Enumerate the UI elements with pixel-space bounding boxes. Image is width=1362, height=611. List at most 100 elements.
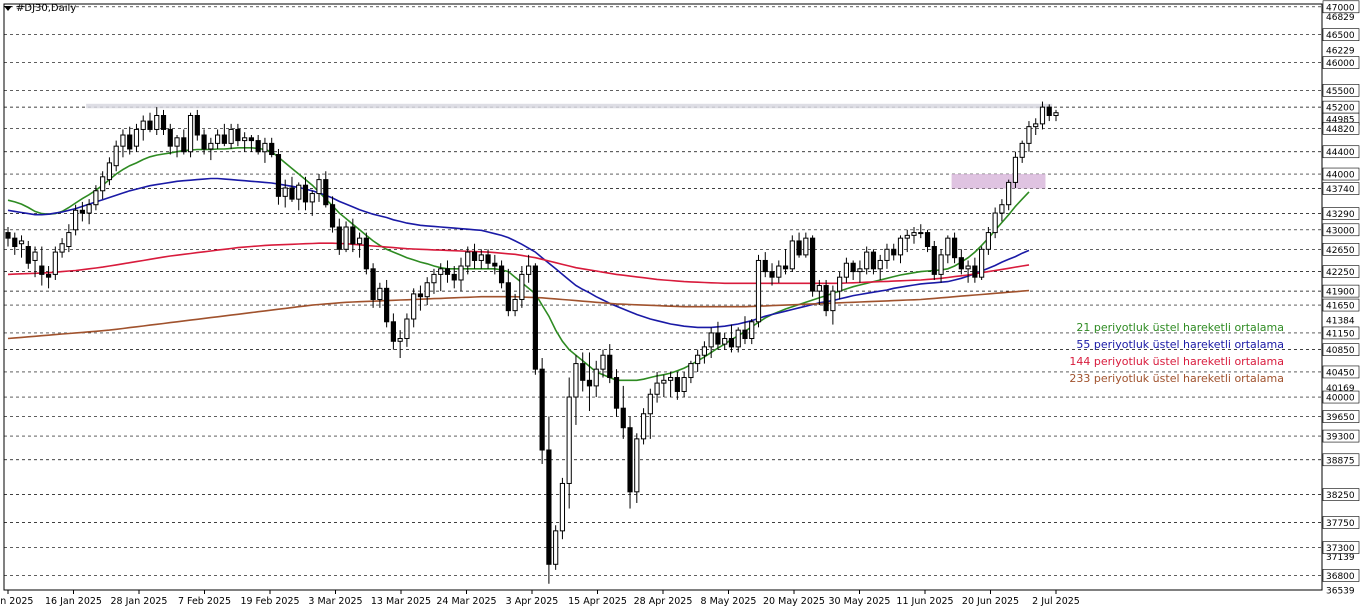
candle-bear[interactable] — [1046, 106, 1052, 117]
candle-bull[interactable] — [154, 115, 160, 130]
candle-bear[interactable] — [620, 407, 626, 429]
candle-bull[interactable] — [174, 137, 180, 147]
candle-bull[interactable] — [681, 377, 687, 392]
candle-bull[interactable] — [316, 179, 322, 195]
candle-bull[interactable] — [282, 187, 288, 197]
candle-bull[interactable] — [600, 354, 606, 370]
candle-bear[interactable] — [167, 128, 173, 147]
candle-bear[interactable] — [924, 232, 931, 248]
candle-bear[interactable] — [127, 134, 133, 150]
candle-bull[interactable] — [938, 254, 944, 275]
candle-bull[interactable] — [1019, 142, 1025, 158]
candle-bear[interactable] — [25, 246, 31, 264]
candle-bear[interactable] — [485, 254, 491, 264]
candle-bull[interactable] — [59, 243, 65, 253]
candle-bear[interactable] — [235, 128, 241, 142]
candle-bull[interactable] — [776, 265, 782, 278]
candle-bull[interactable] — [884, 248, 890, 261]
candle-bull[interactable] — [120, 134, 126, 147]
candle-bull[interactable] — [208, 142, 214, 150]
candle-bear[interactable] — [160, 115, 167, 130]
candle-bear[interactable] — [586, 379, 593, 387]
candle-bear[interactable] — [762, 259, 768, 273]
candle-bull[interactable] — [999, 204, 1005, 214]
candle-bear[interactable] — [505, 282, 511, 312]
candle-bear[interactable] — [384, 287, 390, 323]
candle-bear[interactable] — [498, 265, 505, 284]
candle-bull[interactable] — [86, 204, 92, 214]
candle-bull[interactable] — [911, 232, 917, 236]
candle-bull[interactable] — [18, 240, 25, 245]
candle-bear[interactable] — [12, 237, 18, 248]
candle-bull[interactable] — [242, 137, 248, 142]
candle-bear[interactable] — [958, 257, 964, 270]
candle-bear[interactable] — [370, 268, 376, 300]
candle-bull[interactable] — [593, 368, 599, 387]
candle-bear[interactable] — [390, 321, 396, 342]
candle-bear[interactable] — [181, 137, 187, 153]
candle-bear[interactable] — [796, 240, 802, 256]
candle-bear[interactable] — [444, 268, 451, 275]
candle-bear[interactable] — [492, 262, 498, 267]
candle-bull[interactable] — [1026, 126, 1032, 144]
candle-bull[interactable] — [661, 379, 667, 384]
candle-bear[interactable] — [39, 265, 45, 275]
candle-bear[interactable] — [255, 140, 261, 153]
candle-bull[interactable] — [526, 265, 532, 275]
candle-bear[interactable] — [201, 134, 207, 150]
candle-bull[interactable] — [100, 176, 106, 192]
candle-bear[interactable] — [471, 251, 478, 261]
candle-bull[interactable] — [634, 438, 640, 493]
candle-bull[interactable] — [1053, 112, 1059, 117]
candle-bull[interactable] — [1033, 123, 1039, 128]
candle-bull[interactable] — [708, 332, 714, 348]
candle-bull[interactable] — [985, 232, 991, 250]
candle-bear[interactable] — [363, 237, 369, 270]
candle-bull[interactable] — [701, 346, 708, 356]
candle-bear[interactable] — [336, 226, 342, 250]
candle-bear[interactable] — [79, 209, 85, 214]
candle-bull[interactable] — [73, 209, 79, 231]
candle-bear[interactable] — [972, 265, 978, 278]
candle-bear[interactable] — [850, 262, 856, 273]
candle-bear[interactable] — [546, 449, 552, 565]
candle-bear[interactable] — [329, 204, 336, 228]
candle-bull[interactable] — [512, 298, 518, 312]
candle-bull[interactable] — [864, 251, 870, 270]
candle-bull[interactable] — [377, 287, 383, 300]
candle-bear[interactable] — [613, 377, 620, 409]
candle-bear[interactable] — [891, 248, 897, 256]
candle-bull[interactable] — [519, 273, 525, 300]
candle-bull[interactable] — [478, 254, 484, 261]
candle-bear[interactable] — [627, 427, 633, 493]
candle-bull[interactable] — [735, 329, 741, 348]
candle-bull[interactable] — [640, 413, 647, 440]
candle-bear[interactable] — [580, 363, 586, 381]
candle-bear[interactable] — [221, 134, 227, 144]
candle-bear[interactable] — [769, 271, 775, 278]
candle-bull[interactable] — [695, 354, 701, 365]
candle-bull[interactable] — [52, 251, 58, 275]
candle-bull[interactable] — [722, 338, 728, 345]
candle-bull[interactable] — [647, 393, 653, 415]
candle-bear[interactable] — [715, 332, 721, 345]
candle-bull[interactable] — [140, 120, 146, 130]
candle-bull[interactable] — [965, 265, 971, 270]
candle-bear[interactable] — [275, 154, 282, 197]
candle-bull[interactable] — [979, 248, 985, 278]
candle-bull[interactable] — [553, 530, 559, 565]
candle-bull[interactable] — [897, 237, 904, 256]
candle-bull[interactable] — [830, 290, 836, 312]
candle-bull[interactable] — [424, 282, 430, 298]
candle-bull[interactable] — [66, 232, 72, 248]
candle-bull[interactable] — [816, 285, 822, 292]
candle-bull[interactable] — [755, 259, 762, 323]
candle-bull[interactable] — [945, 237, 951, 256]
candle-bull[interactable] — [133, 128, 140, 147]
candle-bull[interactable] — [559, 482, 566, 532]
candle-bull[interactable] — [215, 134, 221, 144]
candle-bull[interactable] — [837, 276, 843, 292]
candle-bear[interactable] — [194, 115, 200, 136]
candle-bear[interactable] — [951, 237, 958, 259]
